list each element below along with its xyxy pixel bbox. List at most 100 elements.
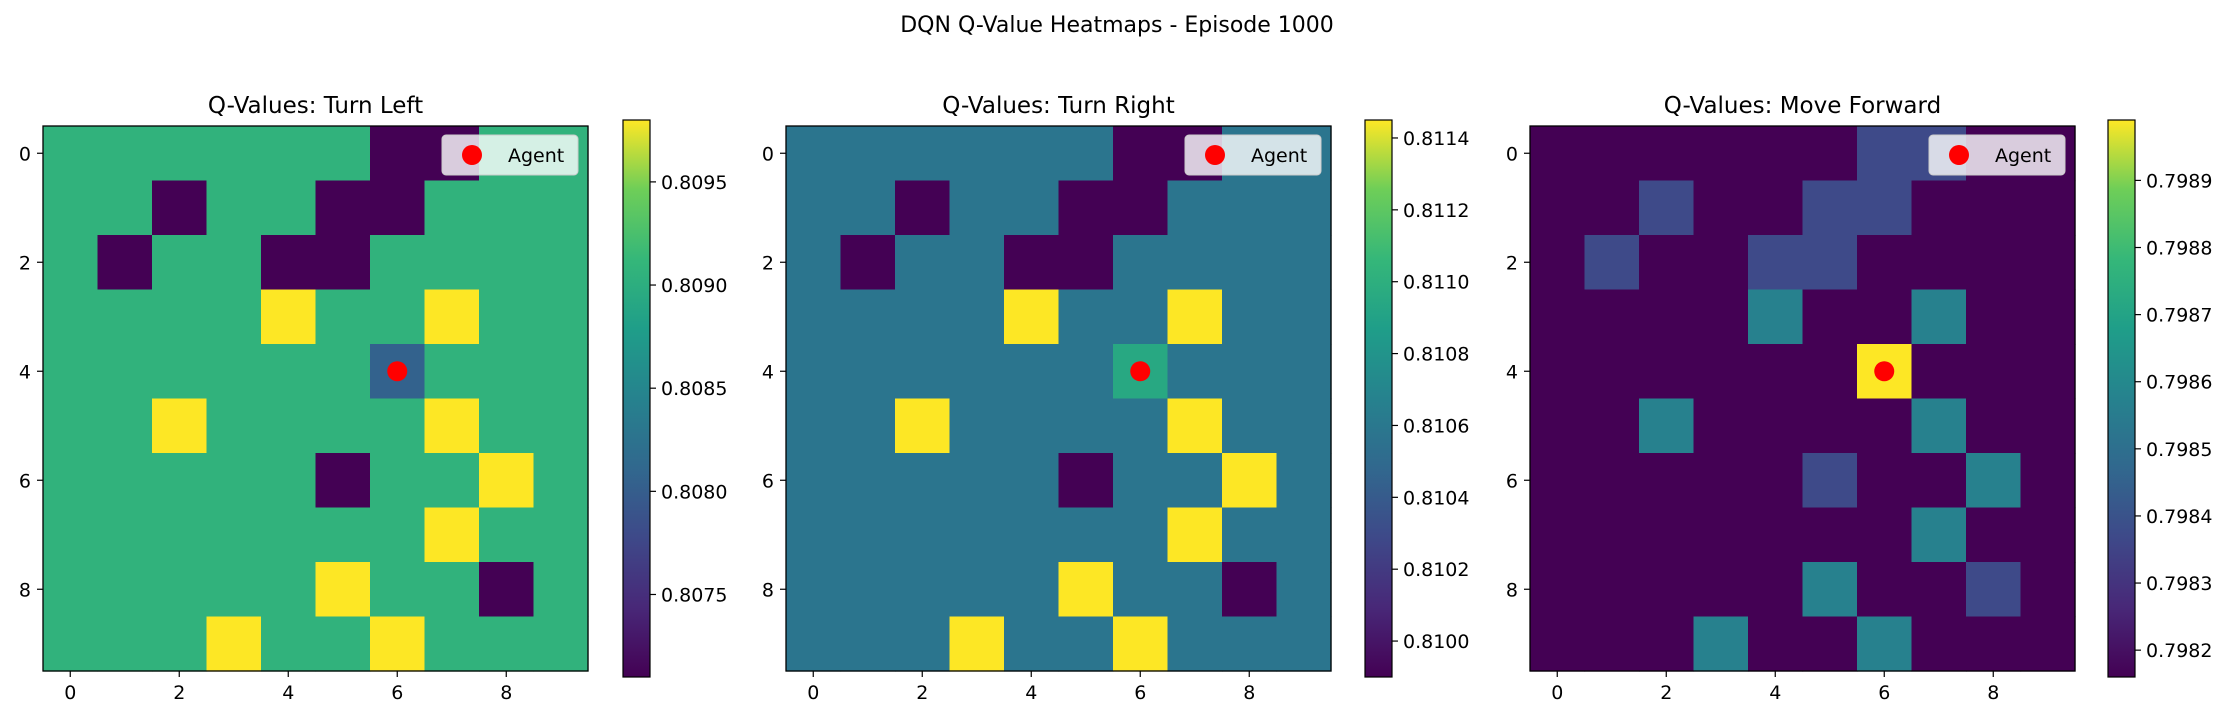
- heatmap-cell: [1530, 126, 1586, 182]
- heatmap-cell: [1584, 616, 1640, 672]
- heatmap-cell: [2020, 235, 2076, 291]
- heatmap-cell: [1639, 126, 1695, 182]
- x-tick-label: 4: [282, 682, 294, 704]
- legend-label: Agent: [1995, 145, 2051, 167]
- panels: Q-Values: Turn Left 0 2 4 6 8 0 2 4 6 8 Agent 0.8075…: [19, 93, 2213, 704]
- x-tick-label: 4: [1769, 682, 1781, 704]
- heatmap-cell: [315, 562, 371, 618]
- heatmap-cell: [1167, 562, 1223, 618]
- heatmap-cell: [424, 616, 480, 672]
- heatmap-cell: [315, 126, 371, 182]
- heatmap-cell: [1113, 180, 1169, 236]
- colorbar: [622, 119, 651, 678]
- heatmap-cell: [1058, 507, 1114, 563]
- x-tick-label: 2: [916, 682, 928, 704]
- heatmap-cell: [206, 453, 262, 509]
- heatmap-cell: [1693, 616, 1749, 672]
- heatmap-cell: [479, 235, 535, 291]
- heatmap-cell: [97, 562, 153, 618]
- heatmap-cell: [43, 180, 99, 236]
- heatmap-cell: [786, 344, 842, 400]
- heatmap-cell: [1058, 562, 1114, 618]
- heatmap-cell: [424, 398, 480, 454]
- heatmap-cell: [1222, 344, 1278, 400]
- heatmap-cell: [1748, 562, 1804, 618]
- heatmap-cell: [2020, 453, 2076, 509]
- legend-box: [1184, 134, 1322, 176]
- heatmap-cell: [370, 180, 426, 236]
- heatmap-cell: [261, 126, 317, 182]
- heatmap-cell: [1639, 616, 1695, 672]
- heatmap-cell: [1167, 616, 1223, 672]
- legend-box: [441, 134, 579, 176]
- heatmap-cell: [424, 235, 480, 291]
- heatmap-cell: [2020, 289, 2076, 345]
- y-tick-label: 6: [762, 470, 774, 492]
- heatmap-cell: [206, 235, 262, 291]
- heatmap-cell: [261, 562, 317, 618]
- agent-marker: [1874, 361, 1895, 382]
- y-tick-label: 4: [19, 361, 31, 383]
- heatmap-cell: [1058, 126, 1114, 182]
- legend: Agent: [441, 134, 579, 176]
- heatmap-cell: [43, 507, 99, 563]
- heatmap-cell: [1693, 180, 1749, 236]
- heatmap-cell: [152, 235, 208, 291]
- heatmap-cell: [43, 562, 99, 618]
- heatmap-cell: [1167, 289, 1223, 345]
- heatmap-cell: [1058, 235, 1114, 291]
- heatmap-cell: [1857, 126, 1913, 182]
- colorbar-tick-label: 0.8106: [1403, 415, 1469, 437]
- x-tick-label: 8: [1987, 682, 1999, 704]
- heatmap-cell: [786, 235, 842, 291]
- heatmap-cell: [370, 126, 426, 182]
- colorbar-tick-label: 0.8085: [661, 378, 727, 400]
- heatmap-cell: [1802, 616, 1858, 672]
- heatmap-cell: [97, 289, 153, 345]
- heatmap-cell: [479, 507, 535, 563]
- heatmap-cell: [1004, 344, 1060, 400]
- colorbar-tick-label: 0.8090: [661, 275, 727, 297]
- heatmap-cell: [315, 180, 371, 236]
- heatmap-cell: [152, 344, 208, 400]
- heatmap-cell: [206, 398, 262, 454]
- heatmap-cell: [1639, 235, 1695, 291]
- heatmap-cell: [949, 235, 1005, 291]
- x-tick-label: 8: [1243, 682, 1255, 704]
- heatmap-cell: [1911, 235, 1967, 291]
- heatmap-cell: [949, 507, 1005, 563]
- heatmap-cell: [1276, 180, 1332, 236]
- heatmap-cell: [152, 398, 208, 454]
- heatmap-cell: [1802, 398, 1858, 454]
- heatmap-cell: [1748, 453, 1804, 509]
- heatmap-cell: [370, 235, 426, 291]
- heatmap-cell: [1530, 453, 1586, 509]
- colorbar-tick-label: 0.8108: [1403, 344, 1469, 366]
- heatmap-cell: [261, 453, 317, 509]
- heatmap-cell: [261, 235, 317, 291]
- colorbar-tick-label: 0.7987: [2146, 305, 2212, 327]
- heatmap-cell: [1058, 453, 1114, 509]
- heatmap-cell: [1911, 507, 1967, 563]
- heatmap-cell: [97, 235, 153, 291]
- heatmap-cell: [206, 562, 262, 618]
- axes-frame: [785, 125, 1332, 672]
- heatmap-cell: [315, 235, 371, 291]
- agent-marker: [1130, 361, 1151, 382]
- colorbar-tick-label: 0.8100: [1403, 631, 1469, 653]
- heatmap-cell: [1058, 616, 1114, 672]
- heatmap-cell: [1004, 398, 1060, 454]
- heatmap-cell: [1530, 180, 1586, 236]
- heatmap-cell: [43, 453, 99, 509]
- heatmap-cell: [152, 126, 208, 182]
- heatmap-cell: [1222, 562, 1278, 618]
- heatmap-cell: [261, 289, 317, 345]
- x-tick-label: 2: [173, 682, 185, 704]
- heatmap-cell: [1966, 453, 2022, 509]
- heatmap-cell: [840, 616, 896, 672]
- heatmap-cell: [315, 616, 371, 672]
- legend-label: Agent: [508, 145, 564, 167]
- heatmap-cell: [1584, 398, 1640, 454]
- heatmap-cell: [949, 562, 1005, 618]
- heatmap-cell: [261, 344, 317, 400]
